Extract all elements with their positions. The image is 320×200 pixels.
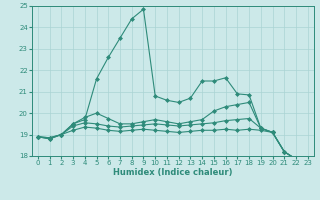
X-axis label: Humidex (Indice chaleur): Humidex (Indice chaleur): [113, 168, 233, 177]
